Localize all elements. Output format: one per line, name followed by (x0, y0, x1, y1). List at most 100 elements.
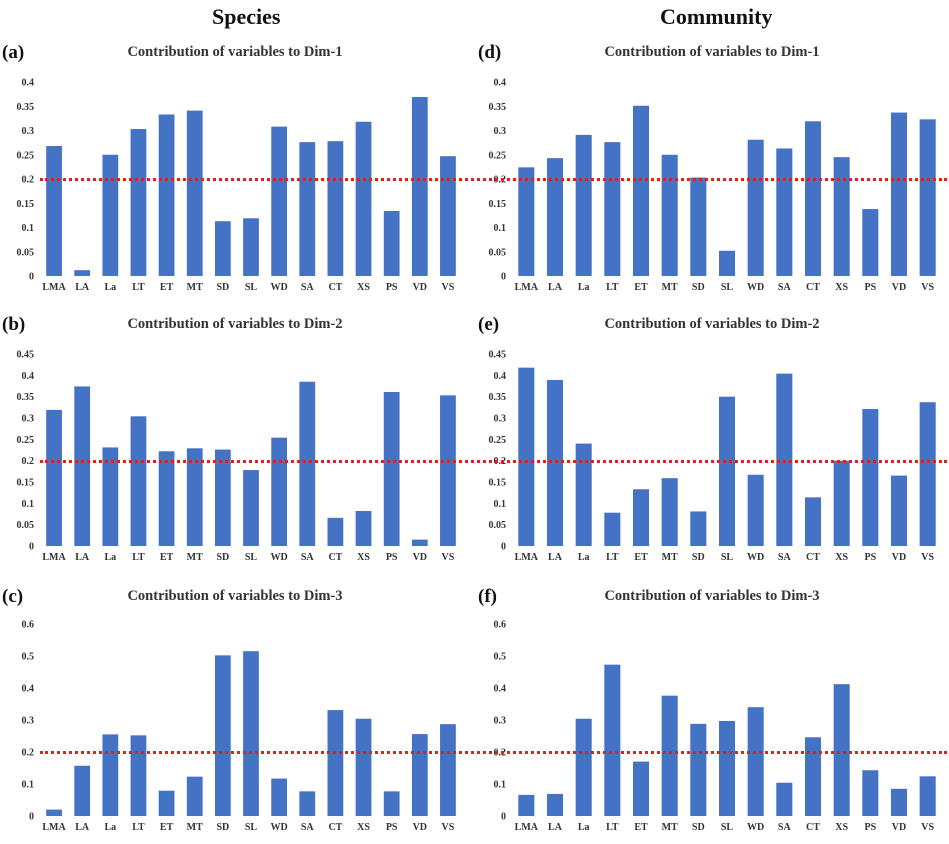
bar (575, 134, 592, 276)
x-tick-label: VS (442, 822, 455, 833)
y-tick-label: 0.3 (22, 716, 35, 727)
panel-label: (a) (2, 42, 25, 63)
bar (546, 793, 564, 816)
x-tick-label: SA (301, 822, 315, 833)
bar (355, 511, 372, 546)
x-tick-label: ET (160, 552, 174, 563)
y-tick-label: 0.4 (494, 684, 507, 695)
y-tick-label: 0.45 (489, 350, 507, 361)
community-column-title: Community (660, 4, 773, 29)
x-tick-label: LT (132, 282, 145, 293)
x-tick-label: CT (328, 552, 342, 563)
y-tick-label: 0.3 (494, 716, 507, 727)
bar (833, 684, 850, 816)
bar (747, 474, 764, 546)
x-tick-label: XS (835, 552, 848, 563)
bar (327, 141, 344, 276)
bar (919, 402, 936, 546)
x-tick-label: ET (634, 282, 648, 293)
x-tick-label: VS (921, 822, 934, 833)
x-tick-label: ET (634, 552, 648, 563)
bar (158, 114, 175, 277)
reference-line (40, 459, 947, 463)
y-tick-label: 0.3 (494, 414, 507, 425)
x-tick-label: La (104, 552, 116, 563)
x-tick-label: VS (442, 282, 455, 293)
x-tick-label: LA (75, 822, 90, 833)
x-tick-label: WD (271, 822, 288, 833)
bar (862, 409, 879, 546)
x-tick-label: MT (662, 282, 678, 293)
panel-label: (d) (478, 42, 502, 63)
y-tick-label: 0.05 (17, 520, 35, 531)
x-tick-label: WD (747, 822, 764, 833)
x-tick-label: CT (328, 822, 342, 833)
x-tick-label: PS (864, 552, 876, 563)
x-tick-label: SL (721, 552, 734, 563)
x-tick-label: XS (357, 282, 370, 293)
x-tick-label: CT (806, 822, 820, 833)
bar (130, 416, 147, 546)
bar (46, 409, 62, 546)
bar (383, 391, 400, 546)
y-tick-label: 0.4 (22, 684, 35, 695)
bar (411, 97, 428, 276)
y-tick-label: 0 (501, 542, 506, 553)
x-tick-label: LT (606, 282, 619, 293)
y-tick-label: 0 (29, 542, 34, 553)
y-tick-label: 0.1 (22, 499, 35, 510)
y-tick-label: 0.1 (494, 499, 507, 510)
bar (158, 451, 175, 546)
x-tick-label: La (578, 552, 590, 563)
y-tick-label: 0.2 (22, 456, 35, 467)
x-tick-label: SD (692, 822, 705, 833)
x-tick-label: PS (864, 282, 876, 293)
bar (299, 381, 316, 546)
x-tick-label: VS (921, 282, 934, 293)
bar (74, 270, 91, 276)
bar (690, 511, 707, 546)
x-tick-label: PS (864, 822, 876, 833)
bar (411, 539, 428, 546)
x-tick-label: LT (606, 552, 619, 563)
panel-label: (c) (2, 586, 24, 607)
bar (186, 448, 203, 546)
x-tick-label: ET (634, 822, 648, 833)
species-column-title: Species (212, 4, 281, 29)
bar (299, 142, 316, 276)
bar (718, 396, 736, 546)
y-tick-label: 0.35 (17, 102, 35, 113)
x-tick-label: CT (328, 282, 342, 293)
bar (804, 737, 822, 816)
bar (546, 380, 564, 546)
x-tick-label: XS (835, 282, 848, 293)
x-tick-label: CT (806, 552, 820, 563)
x-tick-label: MT (187, 282, 203, 293)
y-tick-label: 0.1 (22, 223, 35, 234)
x-tick-label: XS (835, 822, 848, 833)
x-tick-label: ET (160, 822, 174, 833)
bar (355, 718, 372, 816)
x-tick-label: SD (216, 552, 229, 563)
bar (271, 437, 288, 546)
y-tick-label: 0.05 (489, 520, 507, 531)
bar (355, 121, 372, 277)
bar (804, 497, 822, 546)
x-tick-label: SL (245, 282, 258, 293)
x-tick-label: LMA (515, 822, 539, 833)
bar (327, 710, 344, 816)
x-tick-label: PS (386, 552, 398, 563)
y-tick-label: 0.6 (22, 620, 35, 631)
bar (632, 105, 650, 276)
x-tick-label: PS (386, 282, 398, 293)
x-tick-label: SL (721, 282, 734, 293)
x-tick-label: VD (413, 282, 427, 293)
y-tick-label: 0 (501, 812, 506, 823)
x-tick-label: WD (271, 552, 288, 563)
x-tick-label: LT (132, 822, 145, 833)
y-tick-label: 0 (501, 272, 506, 283)
bar (632, 761, 650, 816)
x-tick-label: SD (692, 552, 705, 563)
bar (718, 720, 736, 816)
